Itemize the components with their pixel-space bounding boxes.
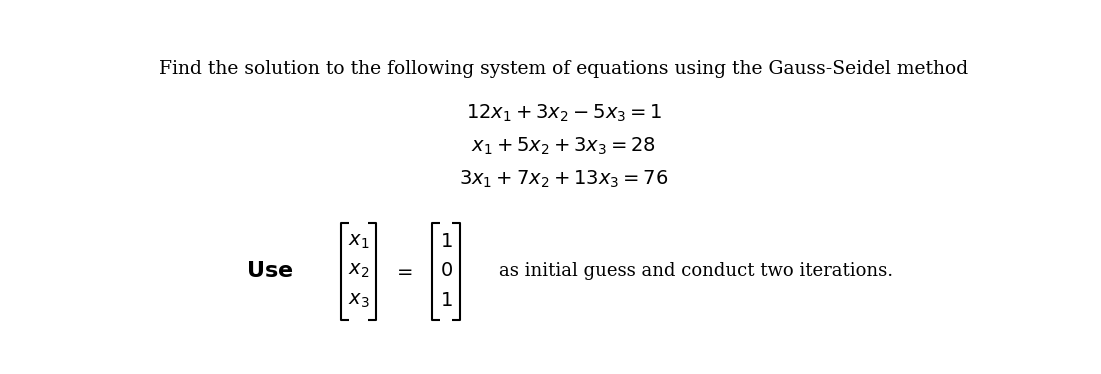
Text: $\mathbf{Use}$: $\mathbf{Use}$ — [246, 260, 293, 282]
Text: as initial guess and conduct two iterations.: as initial guess and conduct two iterati… — [499, 262, 893, 280]
Text: $1$: $1$ — [439, 233, 453, 251]
Text: $x_1$: $x_1$ — [348, 233, 369, 251]
Text: $=$: $=$ — [393, 262, 413, 280]
Text: $1$: $1$ — [439, 291, 453, 310]
Text: $12x_1 + 3x_2 - 5x_3 = 1$: $12x_1 + 3x_2 - 5x_3 = 1$ — [466, 103, 662, 124]
Text: $0$: $0$ — [439, 262, 453, 280]
Text: $3x_1 + 7x_2 + 13x_3 = 76$: $3x_1 + 7x_2 + 13x_3 = 76$ — [459, 168, 668, 190]
Text: $x_2$: $x_2$ — [348, 262, 369, 280]
Text: Find the solution to the following system of equations using the Gauss-Seidel me: Find the solution to the following syste… — [160, 59, 969, 77]
Text: $x_1 + 5x_2 + 3x_3 = 28$: $x_1 + 5x_2 + 3x_3 = 28$ — [471, 136, 656, 157]
Text: $x_3$: $x_3$ — [348, 291, 369, 310]
